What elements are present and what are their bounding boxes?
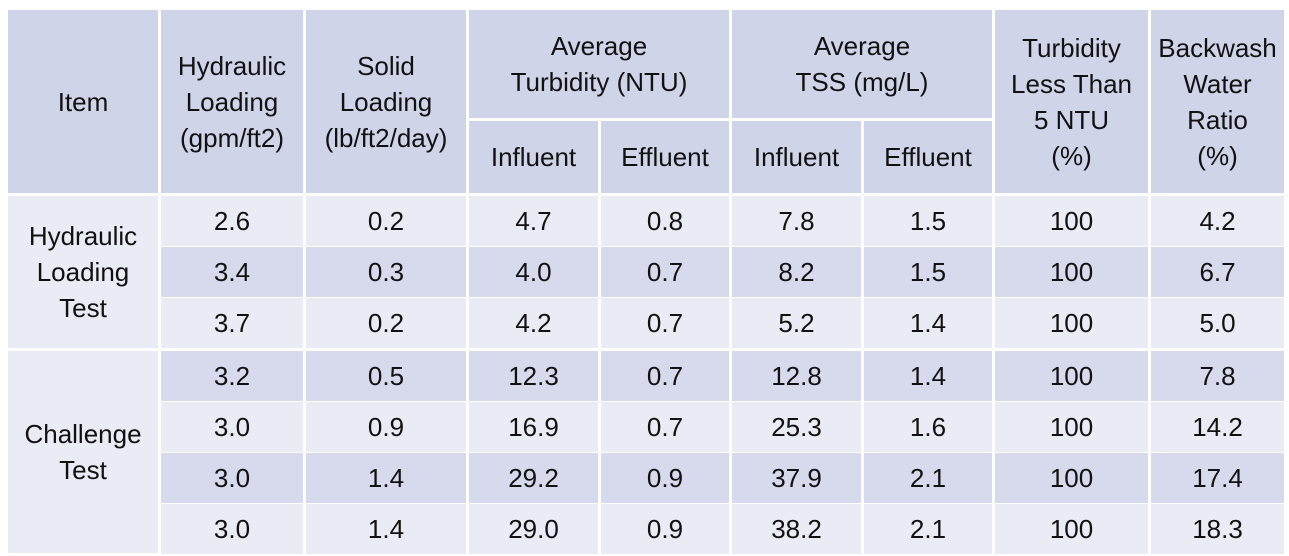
header-turbidity-less-than-5: Turbidity Less Than 5 NTU (%) [992,7,1152,196]
cell: 38.2 [729,503,864,555]
cell: 0.7 [598,246,732,298]
cell: 0.8 [598,194,732,247]
cell: 29.2 [466,452,601,504]
group-label-hydraulic-loading-test: Hydraulic Loading Test [5,194,161,351]
cell: 0.2 [303,297,469,351]
table-row: Challenge Test 3.2 0.5 12.3 0.7 12.8 1.4… [5,349,1288,556]
results-table: Item Hydraulic Loading (gpm/ft2) Solid L… [5,7,1288,556]
group-label-challenge-test: Challenge Test [5,349,161,556]
table-row: 3.7 0.2 4.2 0.7 5.2 1.4 100 5.0 [7,297,1288,351]
cell: 0.2 [303,194,469,247]
cell: 0.3 [303,246,469,298]
cell: 0.7 [598,297,732,351]
cell: 0.7 [598,401,732,453]
results-table-container: Item Hydraulic Loading (gpm/ft2) Solid L… [5,7,1288,556]
table-row: Hydraulic Loading Test 2.6 0.2 4.7 0.8 7… [5,194,1288,351]
header-tss-effluent: Effluent [860,118,996,196]
cell: 3.0 [158,401,306,453]
cell: 7.8 [729,194,864,247]
cell: 5.0 [1148,297,1288,351]
cell: 3.0 [158,503,306,555]
cell: 4.0 [466,246,601,298]
cell: 18.3 [1148,503,1288,555]
cell: 100 [992,194,1152,247]
cell: 0.9 [598,503,732,555]
cell: 3.7 [158,297,306,351]
header-solid-loading: Solid Loading (lb/ft2/day) [303,7,469,196]
table-body: Hydraulic Loading Test 2.6 0.2 4.7 0.8 7… [5,194,1288,556]
header-tss-influent: Influent [729,118,864,196]
cell: 12.3 [466,349,601,402]
table-row: 3.4 0.3 4.0 0.7 8.2 1.5 100 6.7 [7,246,1288,298]
cell: 7.8 [1148,349,1288,402]
cell: 100 [992,503,1152,555]
cell: 1.4 [303,452,469,504]
cell: 29.0 [466,503,601,555]
cell: 5.2 [729,297,864,351]
cell: 12.8 [729,349,864,402]
cell: 100 [992,401,1152,453]
cell: 100 [992,297,1152,351]
cell: 100 [992,452,1152,504]
cell: 4.7 [466,194,601,247]
header-turbidity-influent: Influent [466,118,601,196]
cell: 1.4 [860,297,996,351]
cell: 3.2 [158,349,306,402]
cell: 1.5 [860,194,996,247]
cell: 37.9 [729,452,864,504]
cell: 100 [992,349,1152,402]
cell: 1.5 [860,246,996,298]
cell: 1.4 [303,503,469,555]
cell: 1.6 [860,401,996,453]
cell: 8.2 [729,246,864,298]
cell: 0.9 [598,452,732,504]
cell: 4.2 [466,297,601,351]
header-average-turbidity: Average Turbidity (NTU) [466,7,732,121]
table-row: 3.0 1.4 29.0 0.9 38.2 2.1 100 18.3 [7,503,1288,555]
cell: 16.9 [466,401,601,453]
cell: 3.4 [158,246,306,298]
cell: 2.1 [860,452,996,504]
cell: 3.0 [158,452,306,504]
cell: 1.4 [860,349,996,402]
cell: 14.2 [1148,401,1288,453]
table-row: 3.0 0.9 16.9 0.7 25.3 1.6 100 14.2 [7,401,1288,453]
cell: 100 [992,246,1152,298]
table-row: 3.0 1.4 29.2 0.9 37.9 2.1 100 17.4 [7,452,1288,504]
header-average-tss: Average TSS (mg/L) [728,7,996,121]
cell: 4.2 [1148,194,1288,247]
cell: 17.4 [1148,452,1288,504]
header-backwash-water-ratio: Backwash Water Ratio (%) [1148,7,1288,196]
cell: 0.9 [303,401,469,453]
header-turbidity-effluent: Effluent [598,118,732,196]
cell: 0.7 [598,349,732,402]
cell: 0.5 [303,349,469,402]
header-hydraulic-loading: Hydraulic Loading (gpm/ft2) [158,7,306,196]
cell: 6.7 [1148,246,1288,298]
cell: 2.6 [158,194,306,247]
header-item: Item [5,7,161,196]
cell: 25.3 [729,401,864,453]
cell: 2.1 [860,503,996,555]
